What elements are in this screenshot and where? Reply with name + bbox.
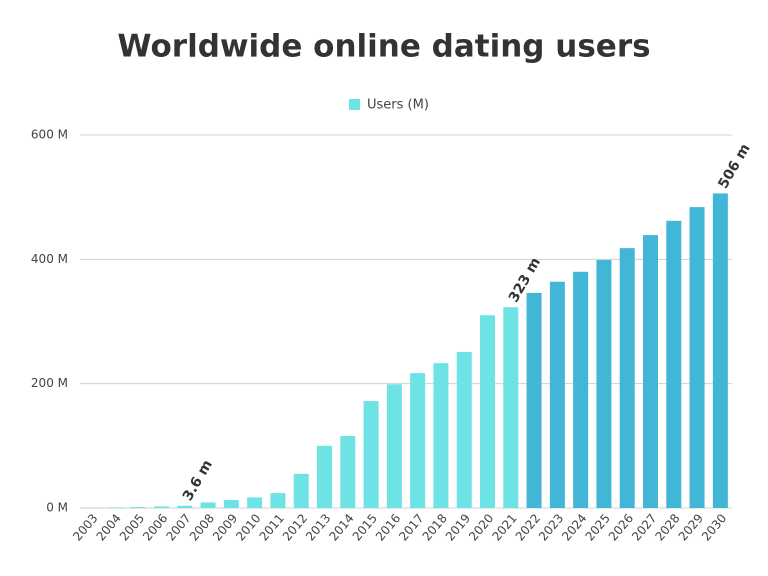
x-tick-label: 2022 <box>513 511 543 543</box>
x-tick-label: 2026 <box>606 511 636 543</box>
data-label: 506 m <box>715 141 753 191</box>
bar <box>386 384 402 508</box>
x-tick-label: 2012 <box>280 511 310 543</box>
x-tick-label: 2009 <box>210 511 240 543</box>
bar <box>666 220 682 509</box>
y-tick-label: 200 M <box>31 376 68 390</box>
x-tick-label: 2003 <box>70 511 100 543</box>
bar <box>293 473 309 508</box>
bar <box>689 207 705 508</box>
x-tick-label: 2028 <box>652 511 682 543</box>
y-tick-label: 400 M <box>31 252 68 266</box>
bar <box>712 193 728 509</box>
x-tick-label: 2011 <box>257 511 287 543</box>
bar <box>643 235 658 509</box>
bar <box>200 502 216 508</box>
bar <box>619 248 635 509</box>
x-tick-label: 2006 <box>140 511 170 543</box>
data-label: 3.6 m <box>180 457 216 503</box>
x-tick-label: 2023 <box>536 511 566 543</box>
x-tick-label: 2007 <box>163 511 193 543</box>
bar <box>177 505 193 508</box>
x-tick-label: 2016 <box>373 511 403 543</box>
x-tick-label: 2013 <box>303 511 333 543</box>
bar <box>456 351 472 508</box>
bar <box>270 493 286 508</box>
bar <box>526 292 542 508</box>
bar <box>596 259 612 508</box>
x-tick-label: 2015 <box>350 511 380 543</box>
x-tick-label: 2021 <box>489 511 519 543</box>
bar <box>433 363 449 508</box>
y-tick-label: 600 M <box>31 128 68 142</box>
bar <box>223 499 239 508</box>
bar <box>340 435 356 508</box>
x-tick-label: 2008 <box>187 511 217 543</box>
bar <box>247 497 263 508</box>
bar <box>154 506 169 508</box>
y-tick-label: 0 M <box>46 501 68 515</box>
bar <box>130 507 146 508</box>
x-tick-label: 2024 <box>559 511 589 543</box>
chart-title: Worldwide online dating users <box>117 29 650 65</box>
x-tick-label: 2029 <box>676 511 706 543</box>
bar <box>503 307 519 508</box>
x-tick-label: 2005 <box>117 511 147 543</box>
legend-label: Users (M) <box>367 98 429 113</box>
x-tick-label: 2019 <box>443 511 473 543</box>
x-tick-label: 2020 <box>466 511 496 543</box>
x-tick-label: 2004 <box>94 511 124 543</box>
x-tick-label: 2014 <box>326 511 356 543</box>
x-tick-label: 2025 <box>583 511 613 543</box>
x-tick-label: 2017 <box>396 511 426 543</box>
bar <box>480 315 495 508</box>
bar <box>107 507 123 508</box>
x-tick-label: 2030 <box>699 511 729 543</box>
x-tick-label: 2018 <box>420 511 450 543</box>
legend-swatch <box>349 99 360 110</box>
bar <box>363 401 379 508</box>
x-tick-label: 2010 <box>233 511 263 543</box>
x-tick-label: 2027 <box>629 511 659 543</box>
bar <box>573 271 589 508</box>
bar <box>549 281 565 508</box>
bar <box>317 445 332 508</box>
bar <box>410 373 426 508</box>
